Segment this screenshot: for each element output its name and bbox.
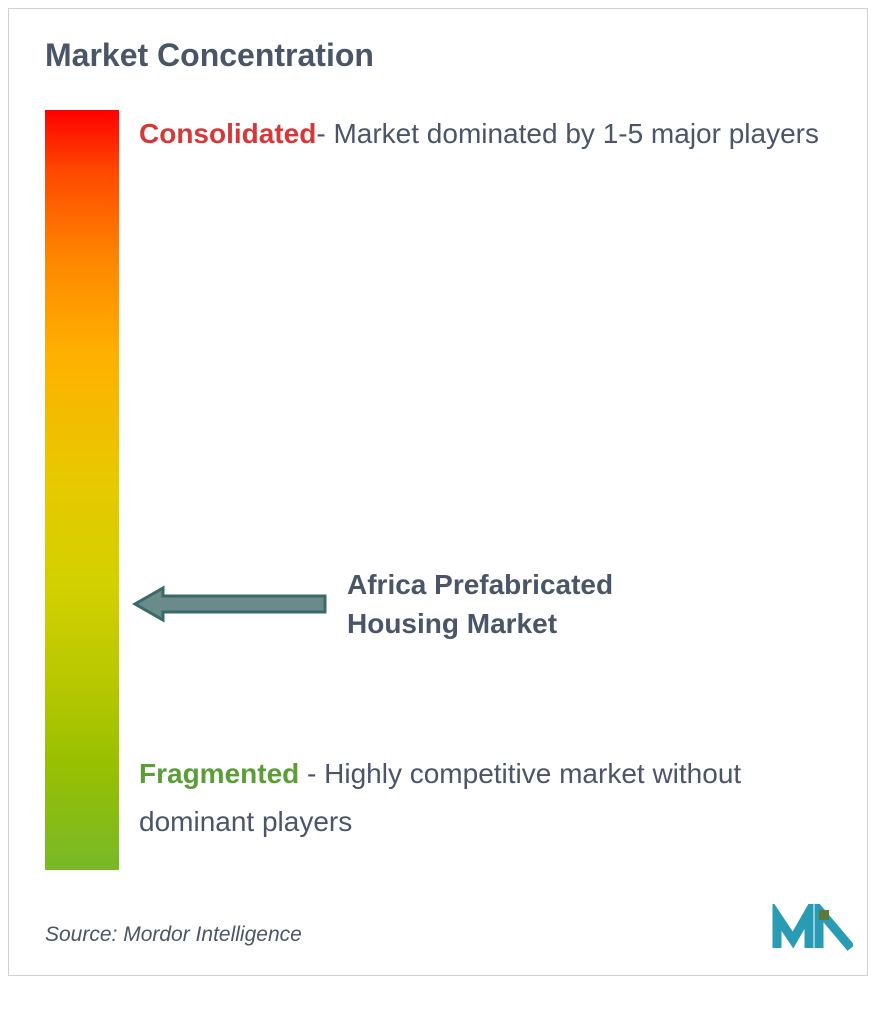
fragmented-label: Fragmented - Highly competitive market w… — [139, 750, 831, 845]
fragmented-keyword: Fragmented — [139, 758, 299, 789]
diagram-title: Market Concentration — [45, 37, 831, 74]
arrow-left-icon — [129, 582, 329, 626]
consolidated-label: Consolidated- Market dominated by 1-5 ma… — [139, 110, 831, 158]
content-area: Consolidated- Market dominated by 1-5 ma… — [45, 110, 831, 870]
market-concentration-diagram: Market Concentration Consolidated- Marke… — [8, 8, 868, 976]
mordor-logo — [771, 904, 853, 961]
market-name-label: Africa Prefabricated Housing Market — [347, 565, 707, 643]
market-pointer: Africa Prefabricated Housing Market — [129, 565, 707, 643]
consolidated-keyword: Consolidated — [139, 118, 316, 149]
labels-area: Consolidated- Market dominated by 1-5 ma… — [119, 110, 831, 870]
concentration-gradient-bar — [45, 110, 119, 870]
consolidated-description: - Market dominated by 1-5 major players — [316, 118, 819, 149]
logo-icon — [771, 904, 853, 956]
source-attribution: Source: Mordor Intelligence — [45, 923, 302, 947]
